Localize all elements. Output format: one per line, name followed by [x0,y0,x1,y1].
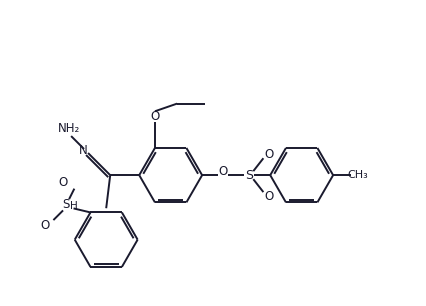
Text: O: O [264,148,273,161]
Text: O: O [58,176,68,189]
Text: CH₃: CH₃ [348,170,368,180]
Text: O: O [150,110,160,123]
Text: N: N [78,144,87,158]
Text: H: H [70,201,78,211]
Text: O: O [40,219,49,232]
Text: O: O [264,190,273,203]
Text: NH₂: NH₂ [58,122,80,135]
Text: O: O [219,166,228,178]
Text: S: S [63,198,70,211]
Text: S: S [245,169,253,182]
